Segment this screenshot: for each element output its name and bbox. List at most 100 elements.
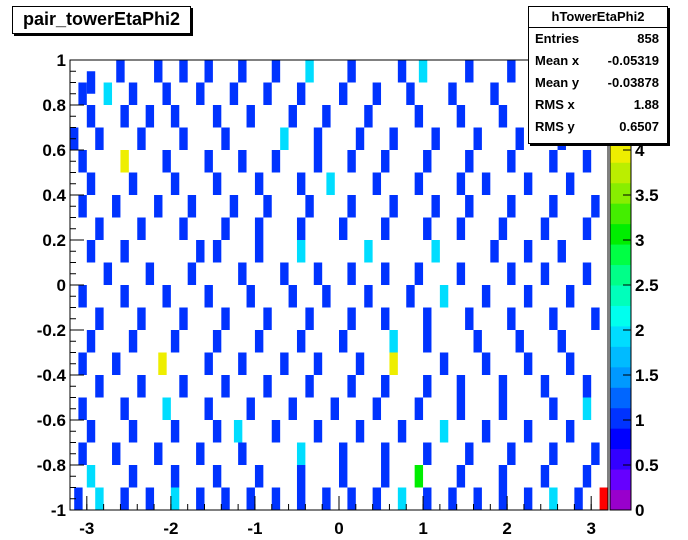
heatmap-cell	[74, 487, 83, 510]
heatmap-cell	[204, 397, 213, 420]
heatmap-cell	[389, 195, 398, 218]
heatmap-cell	[254, 240, 264, 263]
z-tick-label: 1.5	[635, 366, 659, 385]
heatmap-cell	[549, 307, 558, 330]
heatmap-cell	[221, 127, 230, 150]
heatmap-cell	[162, 397, 171, 420]
heatmap-cell	[347, 195, 356, 218]
y-tick-label: 0.4	[42, 186, 66, 205]
heatmap-cell	[246, 105, 255, 128]
heatmap-cell	[137, 375, 146, 398]
heatmap-cell	[347, 150, 356, 173]
heatmap-cell	[481, 420, 491, 443]
stats-rmsy-value: 0.6507	[619, 119, 659, 134]
heatmap-cell	[549, 487, 558, 510]
heatmap-cell	[158, 352, 167, 375]
heatmap-cell	[154, 195, 163, 218]
stats-rmsx-row: RMS x 1.88	[529, 94, 667, 116]
heatmap-cell	[162, 150, 171, 173]
heatmap-cell	[154, 442, 163, 465]
palette-swatch	[610, 448, 631, 470]
heatmap-cell	[137, 307, 146, 330]
heatmap-cell	[381, 150, 390, 173]
heatmap-cell	[439, 352, 449, 375]
heatmap-cell	[582, 375, 592, 398]
heatmap-cell	[549, 397, 558, 420]
y-tick-label: 0.2	[42, 231, 66, 250]
heatmap-cell	[347, 60, 356, 83]
heatmap-cell	[204, 60, 213, 83]
heatmap-cell	[540, 465, 550, 488]
heatmap-cell	[381, 442, 390, 465]
heatmap-cell	[112, 352, 121, 375]
heatmap-cell	[389, 352, 398, 375]
heatmap-cell	[397, 60, 407, 83]
heatmap-cell	[78, 150, 87, 173]
y-tick-label: -0.8	[37, 456, 66, 475]
heatmap-cell	[423, 217, 432, 240]
heatmap-cell	[364, 285, 373, 308]
heatmap-cell	[78, 195, 87, 218]
stats-meanx-label: Mean x	[535, 53, 580, 68]
heatmap-cell	[582, 150, 592, 173]
heatmap-cell	[238, 352, 247, 375]
heatmap-cell	[238, 60, 247, 83]
heatmap-cell	[246, 285, 255, 308]
heatmap-cell	[221, 217, 230, 240]
palette-swatch	[610, 141, 631, 163]
heatmap-cell	[481, 352, 491, 375]
heatmap-cell	[120, 397, 129, 420]
heatmap-cell	[288, 285, 297, 308]
heatmap-cell	[187, 262, 197, 285]
palette-swatch	[610, 285, 631, 306]
heatmap-cell	[465, 60, 474, 83]
z-tick-label: 1	[635, 411, 644, 430]
heatmap-cell	[204, 352, 213, 375]
heatmap-cell	[229, 195, 239, 218]
heatmap-cell	[280, 127, 289, 150]
stats-meanx-value: -0.05319	[607, 53, 659, 68]
y-tick-label: -0.6	[37, 411, 66, 430]
heatmap-cell	[196, 82, 205, 105]
heatmap-cell	[170, 172, 180, 195]
heatmap-cell	[582, 217, 592, 240]
heatmap-cell	[212, 420, 222, 443]
heatmap-cell	[414, 262, 424, 285]
heatmap-cell	[128, 420, 138, 443]
heatmap-cell	[515, 127, 524, 150]
heatmap-cell	[414, 172, 424, 195]
y-axis: -1 -0.8 -0.6 -0.4 -0.2 0 0.2 0.4 0.6 0.8 1	[37, 51, 84, 520]
heatmap-cell	[170, 420, 180, 443]
stats-entries-value: 858	[637, 31, 659, 46]
palette-swatch	[610, 162, 631, 184]
heatmap-cell	[170, 105, 180, 128]
heatmap-cell	[418, 60, 428, 83]
heatmap-cell	[355, 420, 365, 443]
heatmap-cell	[128, 82, 138, 105]
heatmap-cell	[221, 307, 230, 330]
heatmap-cell	[145, 262, 155, 285]
heatmap-cell	[296, 82, 306, 105]
stats-title: hTowerEtaPhi2	[529, 7, 667, 28]
heatmap-cell	[137, 127, 146, 150]
heatmap-cell	[549, 150, 558, 173]
heatmap-cell	[95, 487, 104, 510]
heatmap-cell	[456, 262, 466, 285]
heatmap-cell	[95, 217, 104, 240]
heatmap-cell	[557, 330, 566, 353]
heatmap-cell	[103, 262, 113, 285]
heatmap-cell	[313, 150, 323, 173]
palette-swatch	[610, 428, 631, 450]
heatmap-cell	[347, 375, 356, 398]
heatmap-cell	[381, 307, 390, 330]
heatmap-cell	[381, 375, 390, 398]
heatmap-cell	[364, 105, 373, 128]
heatmap-cell	[246, 487, 255, 510]
heatmap-cell	[523, 352, 533, 375]
heatmap-cell	[591, 442, 600, 465]
heatmap-cell	[229, 82, 239, 105]
heatmap-cell	[170, 330, 180, 353]
heatmap-cell	[322, 487, 331, 510]
heatmap-cell	[86, 465, 96, 488]
palette-swatch	[610, 489, 631, 511]
